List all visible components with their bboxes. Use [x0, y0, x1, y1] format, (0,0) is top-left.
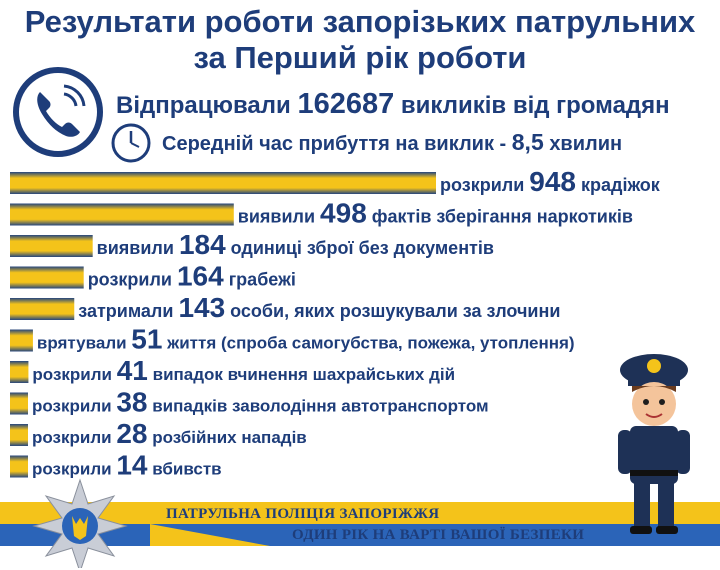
bar-0 [10, 172, 436, 194]
arrival-stat: Середній час прибуття на виклик - 8,5 хв… [162, 129, 622, 156]
bar-2 [10, 235, 93, 257]
bar-label-0: розкрили 948 крадіжок [440, 166, 661, 197]
bar-label-3: розкрили 164 грабежі [88, 261, 296, 292]
page-title: Результати роботи запорізьких патрульних [24, 4, 696, 39]
clock-icon [111, 123, 151, 163]
bar-9 [10, 455, 28, 478]
bar-label-8: розкрили 28 розбійних нападів [32, 418, 307, 449]
bar-label-1: виявили 498 фактів зберігання наркотиків [238, 198, 633, 229]
phone-icon [13, 67, 103, 157]
footer-line1: ПАТРУЛЬНА ПОЛІЦІЯ ЗАПОРІЖЖЯ [166, 506, 440, 522]
page-subtitle: за Перший рік роботи [193, 40, 527, 75]
police-officer-icon [618, 354, 690, 534]
arrival-suffix: хвилин [549, 133, 623, 155]
bar-label-5: врятували 51 життя (спроба самогубства, … [37, 324, 575, 355]
bar-6 [10, 361, 29, 383]
footer-line2: ОДИН РІК НА ВАРТІ ВАШОЇ БЕЗПЕКИ [292, 527, 585, 543]
calls-prefix: Відпрацювали [116, 92, 291, 119]
arrival-prefix: Середній час прибуття на виклик - [162, 133, 507, 155]
bar-3 [10, 266, 84, 289]
bar-label-6: розкрили 41 випадок вчинення шахрайських… [32, 355, 455, 386]
bar-4 [10, 298, 75, 320]
calls-value: 162687 [297, 88, 395, 120]
bar-1 [10, 203, 234, 226]
calls-suffix: викликів від громадян [400, 92, 670, 119]
bar-label-4: затримали 143 особи, яких розшукували за… [78, 292, 560, 323]
bar-label-7: розкрили 38 випадків заволодіння автотра… [32, 387, 489, 418]
bar-8 [10, 424, 28, 446]
footer-band [0, 502, 720, 546]
bar-label-9: розкрили 14 вбивств [32, 450, 222, 481]
arrival-value: 8,5 [511, 129, 544, 155]
bar-5 [10, 329, 33, 352]
bar-label-2: виявили 184 одиниці зброї без документів [97, 229, 494, 260]
calls-stat: Відпрацювали 162687 викликів від громадя… [116, 88, 670, 121]
bar-7 [10, 392, 28, 415]
police-badge-icon [32, 478, 128, 568]
